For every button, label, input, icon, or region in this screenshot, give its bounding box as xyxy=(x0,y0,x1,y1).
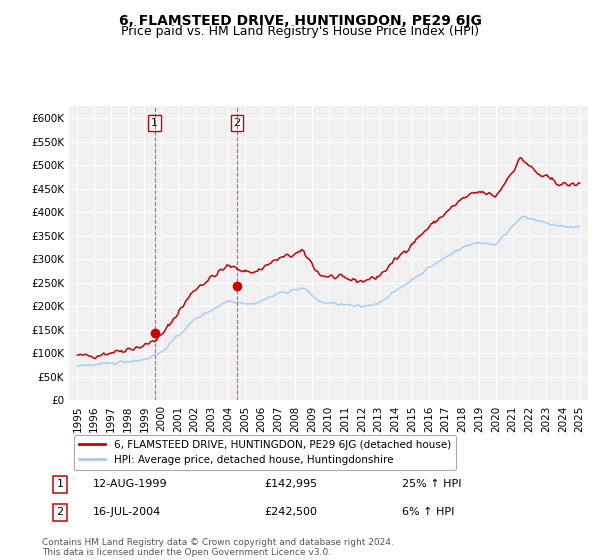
Text: 1: 1 xyxy=(56,479,64,489)
Text: 25% ↑ HPI: 25% ↑ HPI xyxy=(402,479,461,489)
Text: 6% ↑ HPI: 6% ↑ HPI xyxy=(402,507,454,517)
Text: £142,995: £142,995 xyxy=(264,479,317,489)
Text: Price paid vs. HM Land Registry's House Price Index (HPI): Price paid vs. HM Land Registry's House … xyxy=(121,25,479,38)
Text: 16-JUL-2004: 16-JUL-2004 xyxy=(93,507,161,517)
Legend: 6, FLAMSTEED DRIVE, HUNTINGDON, PE29 6JG (detached house), HPI: Average price, d: 6, FLAMSTEED DRIVE, HUNTINGDON, PE29 6JG… xyxy=(74,435,456,470)
Text: 2: 2 xyxy=(56,507,64,517)
Text: £242,500: £242,500 xyxy=(264,507,317,517)
Text: 1: 1 xyxy=(151,118,158,128)
Text: Contains HM Land Registry data © Crown copyright and database right 2024.
This d: Contains HM Land Registry data © Crown c… xyxy=(42,538,394,557)
Text: 2: 2 xyxy=(233,118,241,128)
Text: 6, FLAMSTEED DRIVE, HUNTINGDON, PE29 6JG: 6, FLAMSTEED DRIVE, HUNTINGDON, PE29 6JG xyxy=(119,14,481,28)
Text: 12-AUG-1999: 12-AUG-1999 xyxy=(93,479,167,489)
